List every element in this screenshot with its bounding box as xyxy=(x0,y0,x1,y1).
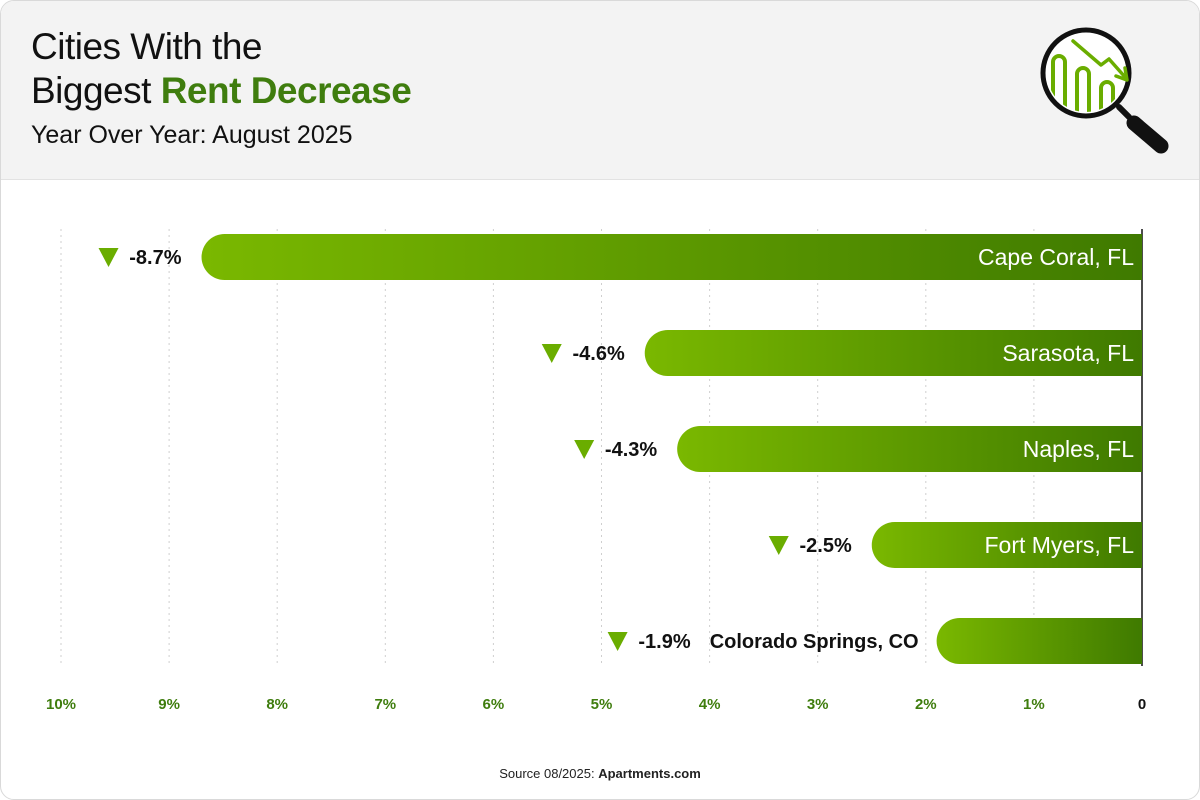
x-tick-label: 0 xyxy=(1138,696,1146,713)
bar xyxy=(871,522,1142,568)
x-tick-label: 7% xyxy=(374,696,396,713)
value-label: -4.3% xyxy=(605,439,657,461)
x-tick-label: 3% xyxy=(807,696,829,713)
source-note: Source 08/2025: Apartments.com xyxy=(1,766,1199,781)
x-tick-label: 6% xyxy=(483,696,505,713)
bar xyxy=(644,330,1142,376)
category-label: Colorado Springs, CO xyxy=(710,631,919,653)
x-tick-label: 5% xyxy=(591,696,613,713)
gridlines xyxy=(60,229,1143,666)
x-tick-label: 10% xyxy=(46,696,76,713)
bars: Cape Coral, FL -8.7% Sarasota, FL -4.6% Napl… xyxy=(98,234,1142,664)
x-tick-label: 1% xyxy=(1023,696,1045,713)
title-line-2: Biggest xyxy=(31,70,161,111)
down-arrow-icon xyxy=(768,536,789,555)
subtitle: Year Over Year: August 2025 xyxy=(31,121,353,149)
category-label: Naples, FL xyxy=(1023,436,1134,462)
magnifier-declining-bars-icon xyxy=(1040,27,1169,154)
header: Cities With the Biggest Rent Decrease Ye… xyxy=(1,1,1199,180)
x-tick-label: 8% xyxy=(266,696,288,713)
x-axis-ticks: 10% 9% 8% 7% 6% 5% 4% 3% 2% 1% 0 xyxy=(46,696,1146,713)
bar xyxy=(677,426,1142,472)
x-tick-label: 9% xyxy=(158,696,180,713)
bar-chart: Cape Coral, FL -8.7% Sarasota, FL -4.6% Napl… xyxy=(46,229,1146,713)
category-label: Cape Coral, FL xyxy=(978,244,1134,270)
title-line-1: Cities With the xyxy=(31,26,263,67)
title-accent: Rent Decrease xyxy=(160,70,412,111)
source-brand: Apartments.com xyxy=(598,766,701,781)
value-label: -4.6% xyxy=(572,343,624,365)
category-label: Fort Myers, FL xyxy=(984,532,1134,558)
x-tick-label: 2% xyxy=(915,696,937,713)
down-arrow-icon xyxy=(541,344,562,363)
value-label: -8.7% xyxy=(129,247,181,269)
bar xyxy=(936,618,1142,664)
x-tick-label: 4% xyxy=(699,696,721,713)
value-label: -2.5% xyxy=(800,535,852,557)
down-arrow-icon xyxy=(607,632,628,651)
category-label: Sarasota, FL xyxy=(1002,340,1134,366)
down-arrow-icon xyxy=(98,248,119,267)
bar xyxy=(201,234,1142,280)
page-title: Cities With the Biggest Rent Decrease xyxy=(31,25,412,113)
value-label: -1.9% xyxy=(638,631,690,653)
down-arrow-icon xyxy=(574,440,595,459)
source-prefix: Source 08/2025: xyxy=(499,766,599,781)
